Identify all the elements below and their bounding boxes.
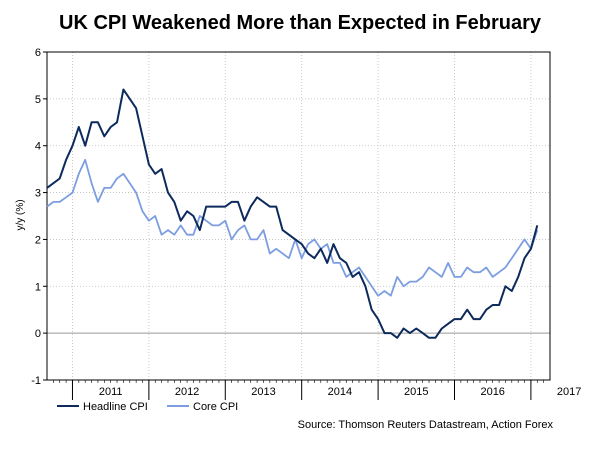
- y-tick-label: 5: [35, 94, 41, 106]
- y-tick-label: 4: [35, 141, 41, 153]
- x-tick-label: 2016: [480, 386, 504, 398]
- y-tick-label: 6: [35, 47, 41, 59]
- y-tick-label: 1: [35, 281, 41, 293]
- x-tick-label: 2011: [99, 386, 123, 398]
- x-tick-label: 2017: [557, 386, 581, 398]
- series-line-core-cpi: [46, 158, 539, 297]
- x-tick-label: 2012: [175, 386, 199, 398]
- legend: Headline CPI Core CPI: [57, 401, 238, 413]
- legend-label: Core CPI: [193, 401, 238, 413]
- series-line-headline-cpi: [46, 88, 539, 339]
- legend-label: Headline CPI: [83, 401, 148, 413]
- y-tick-label: 3: [35, 188, 41, 200]
- plot-frame: [46, 51, 551, 381]
- axis-layer: -1 0 1 2 3 4 5 6 2011 2012 2013 2014 2015 2016 2017: [31, 47, 581, 400]
- y-axis-label: y/y (%): [15, 199, 26, 230]
- x-tick-label: 2013: [251, 386, 275, 398]
- chart-title: UK CPI Weakened More than Expected in Fe…: [59, 12, 541, 34]
- y-tick-label: 0: [35, 328, 41, 340]
- x-tick-label: 2015: [404, 386, 428, 398]
- y-tick-label: -1: [31, 375, 41, 387]
- y-tick-label: 2: [35, 234, 41, 246]
- grid-layer: [47, 52, 550, 380]
- source-note: Source: Thomson Reuters Datastream, Acti…: [297, 419, 553, 431]
- x-tick-label: 2014: [328, 386, 352, 398]
- series-layer: [46, 88, 539, 339]
